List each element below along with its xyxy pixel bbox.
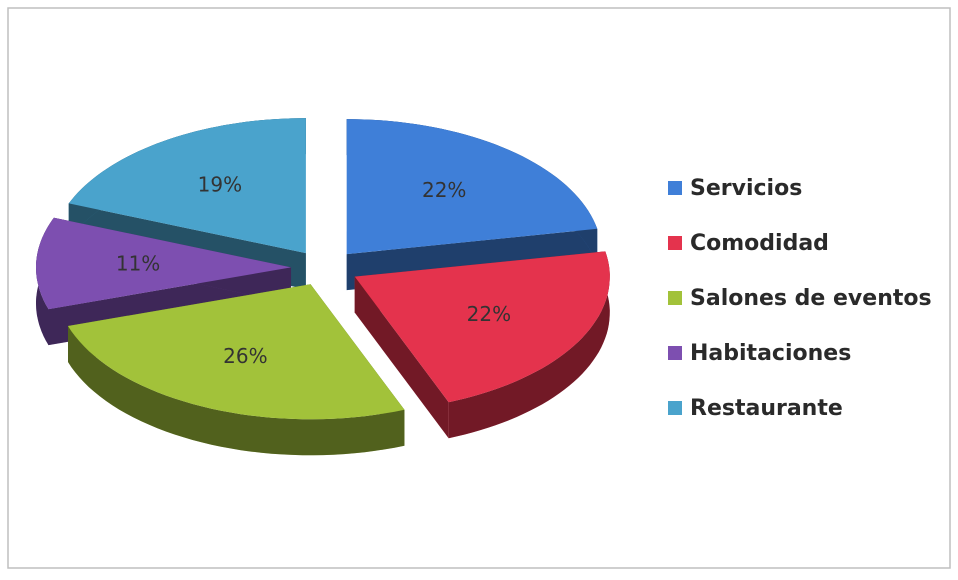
legend-swatch (668, 291, 682, 305)
slice-side-shade (354, 276, 449, 439)
data-label: 11% (116, 251, 160, 275)
legend-swatch (668, 181, 682, 195)
legend-label: Salones de eventos (690, 286, 932, 311)
legend-swatch (668, 236, 682, 250)
legend-label: Comodidad (690, 231, 829, 256)
slice (36, 217, 292, 310)
slice (346, 119, 598, 255)
data-label: 26% (223, 344, 267, 368)
legend-swatch (668, 346, 682, 360)
slice (68, 284, 405, 420)
slice-side-shade (68, 326, 405, 456)
legend-label: Restaurante (690, 396, 843, 421)
legend-label: Habitaciones (690, 341, 851, 366)
legend-label: Servicios (690, 176, 802, 201)
slice (354, 251, 610, 403)
legend-swatch (668, 401, 682, 415)
slice-side-shade (448, 251, 610, 439)
slice (68, 118, 306, 254)
data-label: 22% (467, 302, 511, 326)
data-label: 22% (422, 178, 466, 202)
data-label: 19% (198, 173, 242, 197)
